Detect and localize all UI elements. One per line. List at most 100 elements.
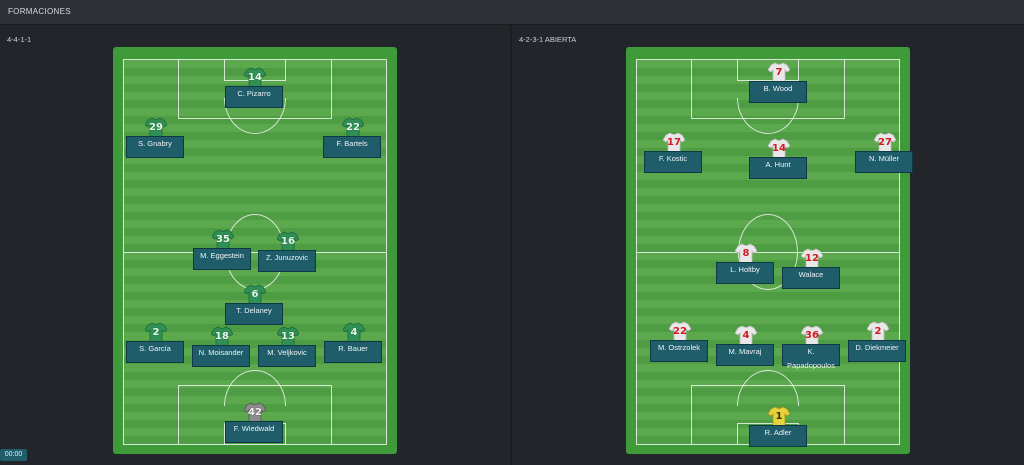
player-st[interactable]: 7 B. Wood bbox=[749, 62, 809, 103]
player-dm[interactable]: 6 T. Delaney bbox=[225, 284, 285, 325]
player-gk[interactable]: 42 F. Wiedwald bbox=[225, 402, 285, 443]
shirt-icon: 2 bbox=[867, 321, 889, 343]
home-formation-label: 4-4-1-1 bbox=[7, 35, 32, 44]
away-pitch: 7 B. Wood 17 F. Kostic 14 A. Hunt 27 N. … bbox=[626, 47, 913, 454]
shirt-icon: 36 bbox=[801, 325, 823, 347]
player-name: S. Gnabry bbox=[126, 136, 184, 158]
home-pitch: 14 C. Pizarro 29 S. Gnabry 22 F. Bartels… bbox=[113, 47, 397, 454]
shirt-icon: 16 bbox=[277, 231, 299, 253]
home-formation-panel: 4-4-1-1 14 C. Pizarro 29 S. Gnabry 22 F.… bbox=[0, 25, 510, 465]
player-cm1[interactable]: 35 M. Eggestein bbox=[193, 229, 253, 270]
shirt-icon: 14 bbox=[244, 67, 266, 89]
shirt-icon: 6 bbox=[244, 284, 266, 306]
shirt-number: 4 bbox=[742, 330, 750, 341]
shirt-icon: 29 bbox=[145, 117, 167, 139]
shirt-icon: 18 bbox=[211, 326, 233, 348]
top-goal-area bbox=[737, 59, 799, 81]
player-lm[interactable]: 29 S. Gnabry bbox=[126, 117, 186, 158]
player-name: K. Papadopoulos bbox=[782, 344, 840, 370]
shirt-icon: 4 bbox=[735, 325, 757, 347]
keeper-shirt-icon: 1 bbox=[768, 406, 790, 428]
shirt-icon: 4 bbox=[343, 322, 365, 344]
shirt-number: 2 bbox=[152, 327, 160, 338]
shirt-icon: 22 bbox=[342, 117, 364, 139]
shirt-number: 17 bbox=[667, 137, 681, 148]
shirt-number: 29 bbox=[149, 122, 163, 133]
bottom-penalty-arc bbox=[737, 370, 799, 406]
player-st[interactable]: 14 C. Pizarro bbox=[225, 67, 285, 108]
panel-divider bbox=[510, 25, 512, 465]
player-cb1[interactable]: 18 N. Moisander bbox=[192, 326, 252, 367]
player-name: A. Hunt bbox=[749, 157, 807, 179]
match-clock: 00:00 bbox=[0, 449, 27, 461]
player-name: Z. Junuzovic bbox=[258, 250, 316, 272]
pitch-field bbox=[636, 59, 900, 445]
player-name: N. Moisander bbox=[192, 345, 250, 367]
player-cm2[interactable]: 16 Z. Junuzovic bbox=[258, 231, 318, 272]
shirt-icon: 17 bbox=[663, 132, 685, 154]
shirt-number: 35 bbox=[216, 234, 230, 245]
player-cm1[interactable]: 8 L. Holtby bbox=[716, 243, 776, 284]
shirt-icon: 27 bbox=[874, 132, 896, 154]
player-name: M. Mavraj bbox=[716, 344, 774, 366]
player-rb[interactable]: 4 R. Bauer bbox=[324, 322, 384, 363]
player-name: B. Wood bbox=[749, 81, 807, 103]
shirt-number: 8 bbox=[742, 248, 750, 259]
player-rb[interactable]: 2 D. Diekmeier bbox=[848, 321, 908, 362]
player-lw[interactable]: 17 F. Kostic bbox=[644, 132, 704, 173]
player-cm2[interactable]: 12 Walace bbox=[782, 248, 842, 289]
player-name: R. Bauer bbox=[324, 341, 382, 363]
shirt-icon: 35 bbox=[212, 229, 234, 251]
player-name: F. Wiedwald bbox=[225, 421, 283, 443]
player-name: F. Kostic bbox=[644, 151, 702, 173]
away-formation-label: 4-2-3-1 ABIERTA bbox=[519, 35, 577, 44]
shirt-number: 1 bbox=[775, 411, 783, 422]
shirt-number: 12 bbox=[805, 253, 819, 264]
shirt-icon: 2 bbox=[145, 322, 167, 344]
shirt-number: 13 bbox=[281, 331, 295, 342]
page-title: FORMACIONES bbox=[8, 7, 71, 16]
shirt-number: 2 bbox=[874, 326, 882, 337]
shirt-icon: 7 bbox=[768, 62, 790, 84]
player-lb[interactable]: 2 S. García bbox=[126, 322, 186, 363]
shirt-number: 27 bbox=[878, 137, 892, 148]
player-cb1[interactable]: 4 M. Mavraj bbox=[716, 325, 776, 366]
player-rw[interactable]: 27 N. Müller bbox=[855, 132, 915, 173]
player-cb2[interactable]: 36 K. Papadopoulos bbox=[782, 325, 842, 370]
player-name: M. Ostrzolek bbox=[650, 340, 708, 362]
player-name: T. Delaney bbox=[225, 303, 283, 325]
player-name: L. Holtby bbox=[716, 262, 774, 284]
shirt-icon: 14 bbox=[768, 138, 790, 160]
away-formation-panel: 4-2-3-1 ABIERTA 7 B. Wood 17 F. Kostic 1… bbox=[512, 25, 1024, 465]
shirt-number: 18 bbox=[215, 331, 229, 342]
shirt-number: 36 bbox=[805, 330, 819, 341]
shirt-icon: 12 bbox=[801, 248, 823, 270]
player-lb[interactable]: 22 M. Ostrzolek bbox=[650, 321, 710, 362]
player-name: M. Veljkovic bbox=[258, 345, 316, 367]
shirt-icon: 22 bbox=[669, 321, 691, 343]
player-name: R. Adler bbox=[749, 425, 807, 447]
shirt-icon: 8 bbox=[735, 243, 757, 265]
bottom-penalty-arc bbox=[224, 370, 286, 406]
shirt-number: 7 bbox=[775, 67, 783, 78]
player-gk[interactable]: 1 R. Adler bbox=[749, 406, 809, 447]
player-name: F. Bartels bbox=[323, 136, 381, 158]
shirt-icon: 13 bbox=[277, 326, 299, 348]
shirt-number: 42 bbox=[248, 407, 262, 418]
top-bar: FORMACIONES bbox=[0, 0, 1024, 25]
player-name: Walace bbox=[782, 267, 840, 289]
shirt-number: 6 bbox=[251, 289, 259, 300]
top-penalty-arc bbox=[737, 98, 799, 134]
player-name: D. Diekmeier bbox=[848, 340, 906, 362]
shirt-number: 16 bbox=[281, 236, 295, 247]
shirt-number: 22 bbox=[346, 122, 360, 133]
player-cb2[interactable]: 13 M. Veljkovic bbox=[258, 326, 318, 367]
player-name: S. García bbox=[126, 341, 184, 363]
player-name: M. Eggestein bbox=[193, 248, 251, 270]
player-rm[interactable]: 22 F. Bartels bbox=[323, 117, 383, 158]
shirt-number: 4 bbox=[350, 327, 358, 338]
shirt-number: 14 bbox=[248, 72, 262, 83]
player-am[interactable]: 14 A. Hunt bbox=[749, 138, 809, 179]
keeper-shirt-icon: 42 bbox=[244, 402, 266, 424]
shirt-number: 14 bbox=[772, 143, 786, 154]
